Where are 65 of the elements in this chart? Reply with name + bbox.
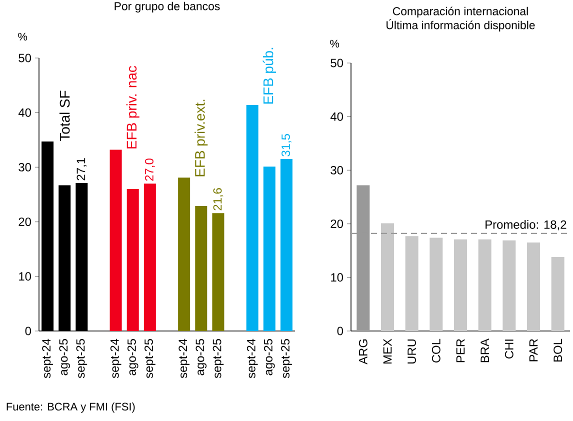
data-label: 21,6 — [213, 188, 224, 210]
text: Total SF — [59, 90, 70, 142]
x-tick-label: ago-25 — [59, 339, 70, 376]
x-tick-label: ARG — [358, 339, 368, 364]
bar — [212, 213, 224, 331]
bar — [126, 189, 139, 331]
bar — [430, 238, 443, 331]
y-axis-title: % — [330, 40, 340, 48]
text: EFB púb. — [262, 48, 276, 104]
y-tick-label: 10 — [331, 273, 344, 282]
source-note: Fuente: BCRA y FMI (FSI) — [6, 402, 135, 413]
bar — [144, 184, 156, 331]
chart-title: Comparación internacional — [392, 6, 528, 18]
x-tick-label: sept-24 — [246, 338, 258, 378]
x-tick-label: sept-25 — [76, 339, 88, 378]
bar — [502, 240, 516, 331]
x-tick-label: PAR — [529, 339, 538, 362]
bar — [551, 257, 564, 331]
bar — [110, 150, 122, 331]
y-tick-label: 50 — [18, 54, 32, 62]
bar — [246, 104, 258, 331]
x-tick-label: CHI — [504, 340, 514, 358]
bar — [454, 239, 467, 331]
x-tick-label: BOL — [554, 338, 562, 362]
bar — [405, 236, 418, 331]
y-tick-label: 0 — [25, 326, 32, 336]
x-tick-label: sept-24 — [110, 338, 122, 378]
data-label: 27,1 — [76, 158, 87, 180]
y-tick-label: 40 — [330, 112, 344, 121]
bar — [263, 166, 276, 331]
x-tick-label: COL — [432, 338, 440, 362]
bar — [526, 242, 540, 331]
data-label: 27,0 — [145, 158, 155, 181]
ref-line-label: Promedio: 18,2 — [486, 220, 566, 230]
x-tick-label: sept-25 — [144, 339, 156, 378]
y-tick-label: 40 — [18, 108, 32, 117]
x-tick-label: ago-25 — [264, 339, 275, 376]
text: EFB priv. nac — [126, 66, 140, 148]
y-axis-title: % — [18, 32, 28, 40]
y-tick-label: 20 — [330, 220, 344, 228]
chart-subtitle: Última información disponible — [386, 19, 535, 32]
x-tick-label: PER — [456, 339, 465, 362]
bar — [195, 206, 208, 331]
y-tick-label: 20 — [18, 218, 32, 226]
x-tick-label: ago-25 — [196, 339, 207, 376]
x-tick-label: BRA — [480, 338, 489, 362]
y-tick-label: 30 — [18, 162, 32, 172]
bar — [178, 178, 190, 331]
x-tick-label: sept-24 — [178, 338, 190, 378]
y-tick-label: 0 — [337, 326, 344, 336]
bar — [478, 239, 492, 331]
x-tick-label: MEX — [383, 338, 392, 364]
y-tick-label: 10 — [19, 272, 32, 281]
x-tick-label: ago-25 — [127, 339, 138, 376]
x-tick-label: sept-24 — [42, 338, 53, 378]
y-tick-label: 30 — [330, 166, 344, 174]
bar — [381, 223, 394, 331]
x-tick-label: sept-25 — [281, 339, 292, 378]
data-label: 31,5 — [282, 134, 292, 156]
x-tick-label: URU — [408, 339, 416, 364]
x-tick-label: sept-25 — [212, 339, 224, 378]
bar — [280, 159, 292, 331]
y-tick-label: 50 — [330, 58, 344, 68]
text: EFB priv.ext. — [194, 100, 208, 176]
chart-title: Por grupo de bancos — [114, 2, 220, 12]
